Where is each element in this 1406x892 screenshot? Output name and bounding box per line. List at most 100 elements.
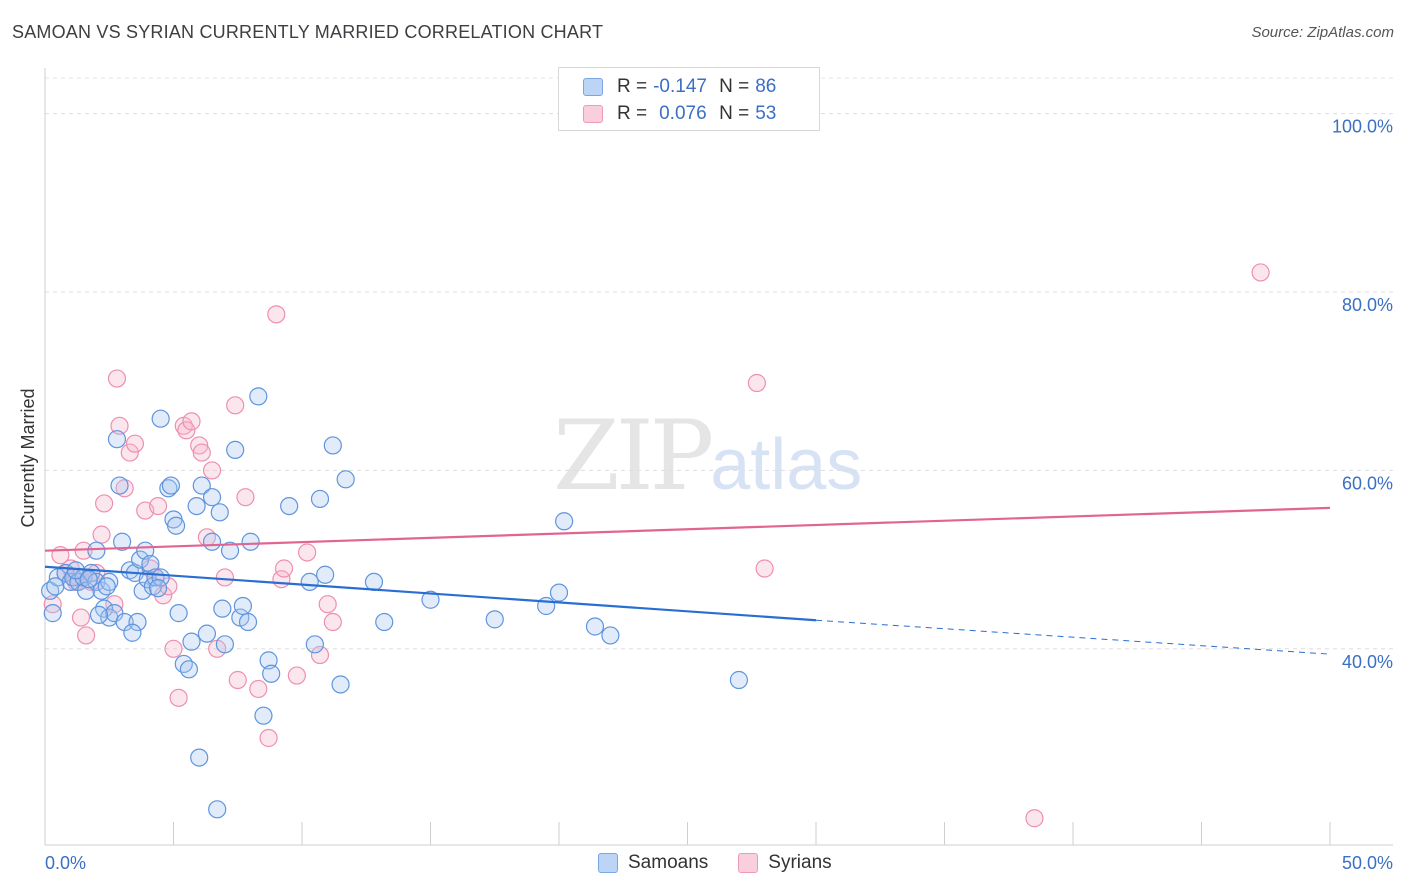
y-axis-label: Currently Married [18, 388, 38, 527]
samoans-point-36 [169, 604, 188, 623]
syrians-points [43, 263, 1270, 828]
samoans-r-value: -0.147 [653, 76, 707, 97]
samoans-point-32 [159, 479, 178, 498]
samoans-point-16 [107, 430, 127, 449]
samoans-point-48 [226, 440, 245, 460]
source-credit: Source: ZipAtlas.com [1251, 24, 1394, 41]
legend-row-syrians: R = 0.076 N = 53 [583, 102, 776, 126]
samoans-point-27 [141, 554, 160, 574]
syrians-point-21 [148, 496, 168, 516]
samoans-point-51 [238, 612, 258, 632]
samoans-point-66 [375, 612, 394, 632]
samoans-point-50 [233, 596, 252, 616]
syrians-point-7 [77, 626, 96, 645]
syrians-point-11 [95, 494, 114, 513]
samoans-point-70 [549, 583, 569, 602]
syrians-point-14 [110, 416, 129, 435]
syrians-point-25 [169, 688, 188, 707]
syrians-point-36 [236, 488, 255, 507]
samoans-point-39 [187, 496, 206, 516]
y-tick-label-80: 80.0% [1342, 295, 1393, 315]
samoans-point-74 [729, 670, 749, 690]
samoans-point-82 [123, 623, 142, 642]
samoans-point-43 [202, 532, 222, 551]
samoans-point-71 [555, 512, 574, 531]
samoans-point-47 [220, 541, 240, 560]
samoans-point-68 [485, 610, 504, 629]
syrians-swatch [583, 105, 603, 123]
samoans-point-52 [241, 532, 260, 551]
syrians-point-15 [115, 479, 134, 498]
syrians-point-35 [228, 670, 247, 690]
samoans-point-64 [336, 470, 355, 489]
stats-legend: R = -0.147 N = 86 R = 0.076 N = 53 [558, 67, 820, 131]
samoans-swatch [583, 78, 603, 96]
samoans-point-41 [192, 476, 211, 495]
samoans-point-55 [259, 651, 278, 670]
samoans-point-76 [43, 604, 62, 623]
samoans-point-33 [161, 476, 181, 495]
samoans-point-61 [316, 565, 335, 584]
samoans-point-62 [323, 436, 342, 455]
samoans-point-22 [128, 612, 147, 632]
syrians-r-value: 0.076 [659, 103, 707, 124]
syrians-point-31 [202, 461, 222, 480]
syrians-point-10 [92, 525, 111, 544]
syrians-point-48 [755, 559, 774, 578]
y-tick-label-100: 100.0% [1332, 117, 1393, 137]
samoans-point-84 [182, 632, 201, 651]
syrians-point-29 [190, 436, 209, 455]
samoans-point-30 [151, 409, 170, 428]
samoans-point-37 [174, 654, 193, 674]
samoans-point-31 [151, 568, 170, 587]
series-legend: Samoans Syrians [598, 852, 862, 874]
syrians-point-45 [318, 595, 337, 614]
grid-lines [45, 77, 1393, 650]
samoans-point-23 [130, 550, 150, 569]
samoans-point-83 [148, 579, 168, 598]
syrians-point-50 [1025, 809, 1044, 828]
samoans-point-56 [262, 664, 281, 683]
samoans-point-60 [310, 489, 330, 509]
samoans-point-85 [197, 624, 217, 643]
samoans-point-79 [79, 570, 98, 589]
samoans-n-value: 86 [755, 76, 777, 97]
legend-item-syrians[interactable]: Syrians [738, 852, 832, 874]
x-tick-labels: 0.0% 50.0% [45, 853, 1393, 873]
syrians-point-28 [182, 412, 201, 431]
samoans-point-40 [190, 748, 209, 767]
syrians-point-16 [120, 443, 139, 462]
syrians-n-value: 53 [755, 103, 777, 124]
syrians-point-49 [1251, 263, 1270, 282]
samoans-point-54 [254, 706, 273, 725]
samoans-point-59 [305, 635, 324, 654]
samoans-point-46 [215, 635, 234, 654]
syrians-point-46 [323, 612, 342, 632]
samoans-point-57 [280, 496, 299, 516]
syrians-point-47 [747, 373, 766, 393]
samoans-legend-label: Samoans [628, 852, 709, 873]
syrians-point-13 [107, 369, 127, 388]
syrians-point-27 [177, 421, 196, 440]
samoans-point-17 [110, 476, 129, 495]
samoans-point-80 [89, 605, 109, 625]
y-tick-label-40: 40.0% [1342, 652, 1393, 672]
syrians-legend-swatch [738, 853, 759, 873]
chart-title: SAMOAN VS SYRIAN CURRENTLY MARRIED CORRE… [12, 22, 604, 42]
syrians-point-33 [215, 568, 234, 587]
samoans-point-77 [46, 577, 65, 596]
samoans-trend-line [44, 565, 817, 622]
samoans-point-75 [208, 800, 227, 819]
samoans-point-42 [202, 488, 222, 507]
trend-lines [44, 506, 1331, 655]
x-tick-label-max: 50.0% [1342, 853, 1393, 873]
legend-item-samoans[interactable]: Samoans [598, 852, 708, 874]
samoans-point-73 [601, 626, 620, 645]
samoans-point-72 [585, 617, 605, 636]
samoans-point-11 [87, 541, 106, 560]
syrians-point-42 [287, 666, 306, 685]
samoans-point-45 [213, 599, 232, 618]
samoans-point-38 [179, 660, 199, 679]
syrians-point-44 [310, 645, 330, 665]
